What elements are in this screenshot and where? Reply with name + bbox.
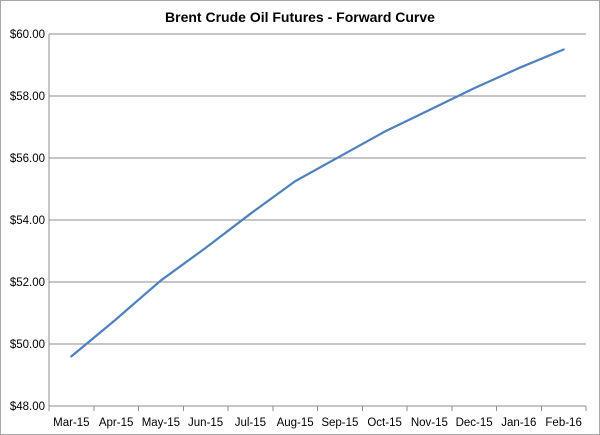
y-tick-label: $48.00 xyxy=(10,401,45,413)
y-tick-label: $50.00 xyxy=(10,339,45,351)
x-tick-label: Jan-16 xyxy=(501,417,536,429)
axes xyxy=(48,34,587,411)
x-tick-label: Feb-16 xyxy=(545,417,581,429)
x-tick-labels: Mar-15 Apr-15 May-15 Jun-15 Jul-15 Aug-15 Sep-… xyxy=(53,417,582,429)
y-tick-label: $54.00 xyxy=(10,215,45,227)
x-tick-label: Aug-15 xyxy=(277,417,314,429)
chart-title: Brent Crude Oil Futures - Forward Curve xyxy=(165,9,435,25)
x-tick-label: Mar-15 xyxy=(53,417,89,429)
x-tick-label: Jun-15 xyxy=(188,417,223,429)
series-layer xyxy=(70,48,565,358)
x-tick-label: Nov-15 xyxy=(411,417,448,429)
y-tick-label: $58.00 xyxy=(10,91,45,103)
x-tick-label: Apr-15 xyxy=(99,417,134,429)
y-tick-labels: $48.00 $50.00 $52.00 $54.00 $56.00 $58.00 $60.… xyxy=(10,29,45,413)
y-tick-label: $56.00 xyxy=(10,153,45,165)
x-tick-label: May-15 xyxy=(142,417,180,429)
gridlines xyxy=(49,33,586,345)
series-line xyxy=(70,48,565,358)
x-tick-label: Dec-15 xyxy=(456,417,493,429)
x-tick-label: Sep-15 xyxy=(321,417,358,429)
y-tick-label: $52.00 xyxy=(10,277,45,289)
y-tick-label: $60.00 xyxy=(10,29,45,41)
x-tick-label: Oct-15 xyxy=(367,417,402,429)
x-tick-label: Jul-15 xyxy=(235,417,266,429)
